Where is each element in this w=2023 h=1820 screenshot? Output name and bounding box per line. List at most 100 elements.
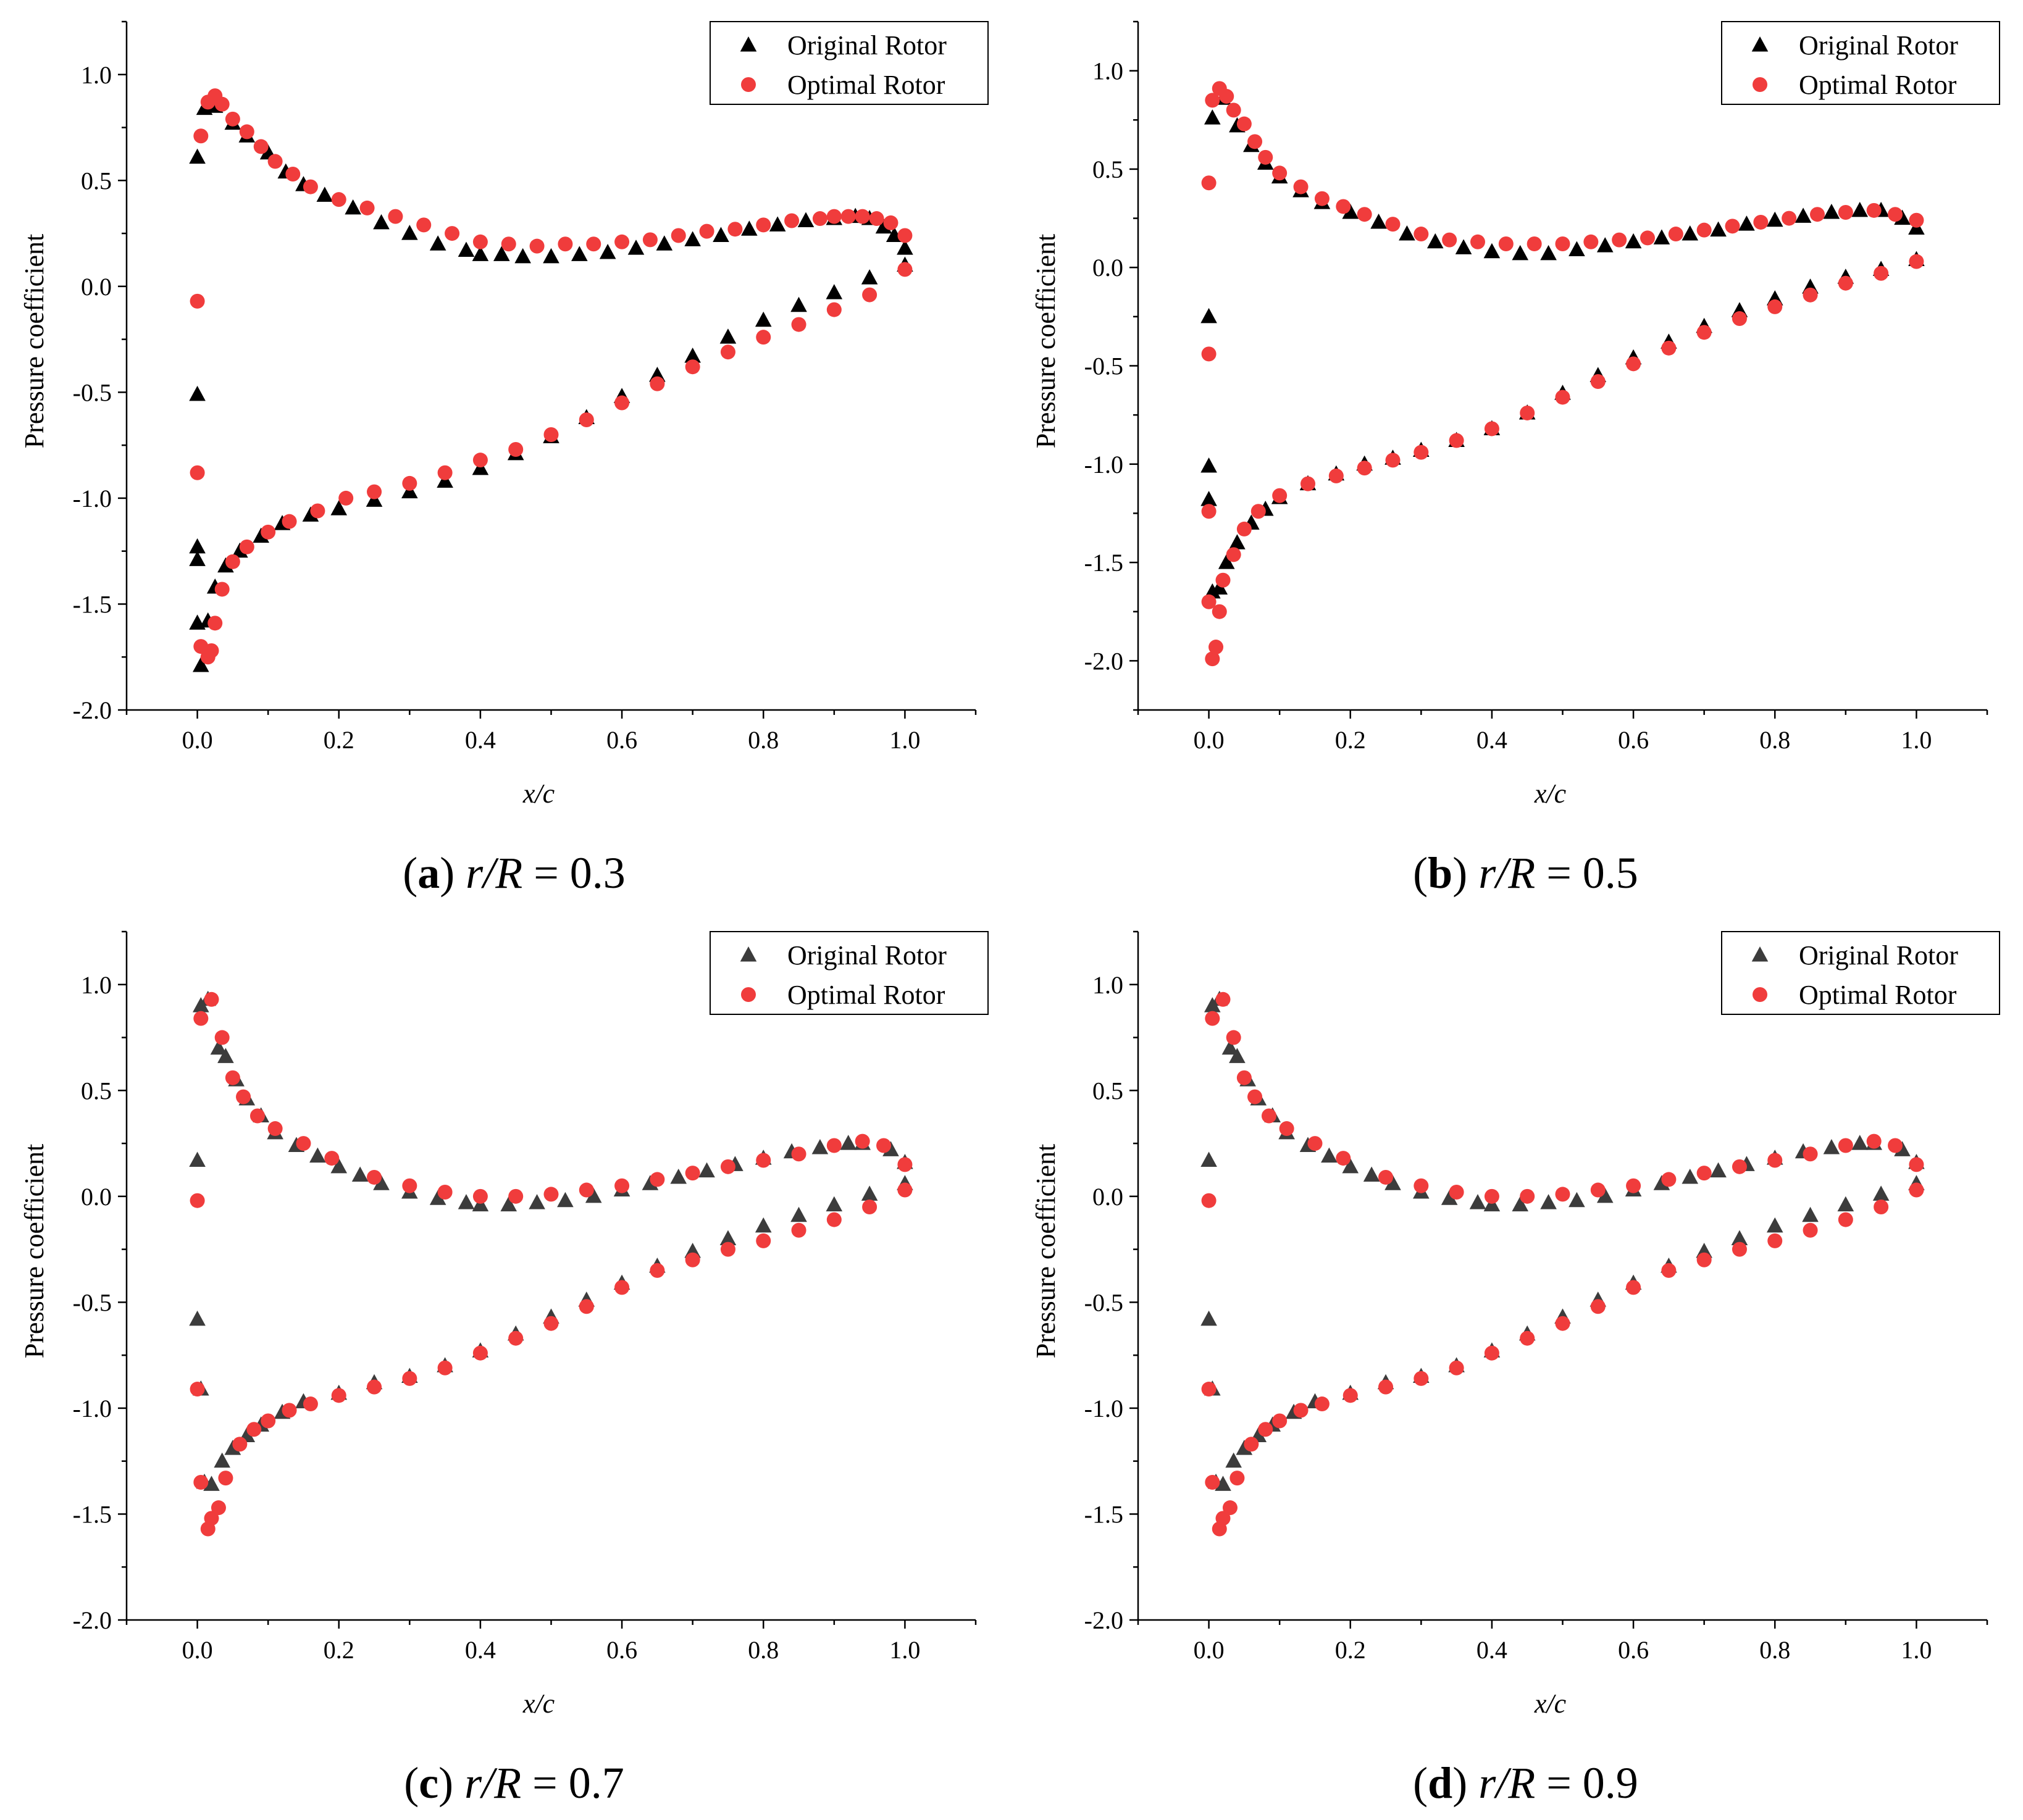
- data-point-optimal-lower: [1555, 1316, 1570, 1331]
- data-point-optimal-upper: [1247, 1089, 1263, 1104]
- data-point-optimal-upper: [1753, 214, 1769, 230]
- y-tick-label-b: 0.0: [1092, 254, 1123, 282]
- y-tick-label-c: 1.0: [81, 971, 112, 999]
- data-point-original-upper: [1512, 1196, 1529, 1212]
- data-point-optimal-lower: [214, 582, 230, 597]
- data-point-optimal-lower: [331, 1388, 346, 1403]
- series-triangle-a: [189, 98, 913, 672]
- data-point-optimal-lower: [1484, 421, 1499, 436]
- data-point-optimal-lower: [1555, 390, 1570, 405]
- y-tick-label-d: 0.0: [1092, 1183, 1123, 1211]
- data-point-optimal-lower: [543, 1316, 559, 1331]
- data-point-optimal-lower: [1328, 468, 1344, 483]
- data-point-original-upper: [1851, 1135, 1869, 1150]
- data-point-optimal-upper: [1527, 236, 1542, 251]
- data-point-optimal-upper: [897, 228, 913, 243]
- data-point-original-upper: [1370, 213, 1387, 229]
- data-point-optimal-upper: [579, 1182, 594, 1198]
- legend-box-c: [710, 931, 989, 1015]
- data-point-optimal-lower: [1803, 287, 1818, 303]
- data-point-optimal-upper: [756, 217, 771, 233]
- data-point-optimal-upper: [1314, 191, 1330, 206]
- data-point-optimal-upper: [1201, 175, 1217, 191]
- data-point-optimal-lower: [282, 1403, 297, 1418]
- data-point-original-upper: [1766, 211, 1783, 227]
- data-point-original-lower: [1229, 534, 1246, 549]
- x-tick-label-d: 0.0: [1194, 1636, 1225, 1664]
- x-tick-label-a: 1.0: [889, 726, 920, 754]
- data-point-optimal-lower: [1838, 275, 1853, 291]
- data-point-optimal-lower: [1272, 1413, 1288, 1429]
- data-point-optimal-upper: [437, 1184, 453, 1200]
- data-point-optimal-lower: [756, 330, 771, 345]
- data-point-original-lower: [826, 1196, 843, 1212]
- data-point-optimal-lower: [1590, 1299, 1606, 1314]
- y-tick-label-a: -2.0: [73, 696, 112, 724]
- y-axis-title-a: Pressure coefficient: [19, 234, 49, 448]
- data-point-original-upper: [1851, 201, 1869, 217]
- data-point-optimal-lower: [472, 1345, 488, 1361]
- data-point-original-lower: [1215, 1476, 1231, 1491]
- chart-panel-d: 0.0 0.2 0.4 0.6 0.8 1.0 -2.0 -1.5 -1.0 -0.5 0.0 0.5…: [1012, 910, 2023, 1820]
- data-point-optimal-upper: [388, 209, 403, 224]
- data-point-optimal-lower: [1520, 1330, 1535, 1346]
- x-axis-title-c: x/c: [522, 1689, 555, 1719]
- data-point-original-lower: [1872, 1185, 1890, 1201]
- data-point-optimal-upper: [1219, 89, 1234, 104]
- data-point-optimal-upper: [445, 226, 460, 241]
- data-point-optimal-lower: [1767, 299, 1783, 314]
- data-point-optimal-lower: [1803, 1222, 1818, 1238]
- data-point-optimal-lower: [282, 514, 297, 529]
- data-point-optimal-lower: [1314, 1396, 1330, 1412]
- data-point-optimal-upper: [1378, 1169, 1394, 1185]
- data-point-optimal-upper: [855, 1133, 870, 1149]
- legend-marker-original-b: [1751, 36, 1769, 52]
- data-point-optimal-lower: [1909, 1182, 1924, 1198]
- caption-c: (c) r/R = 0.7: [404, 1758, 624, 1808]
- chart-svg-a: 0.0 0.2 0.4 0.6 0.8 1.0 -2.0 -1.5 -1.0 -0.5 0.0 0.5…: [19, 20, 989, 898]
- x-tick-label-b: 0.4: [1476, 726, 1507, 754]
- data-point-original-lower: [1802, 1206, 1819, 1222]
- y-tick-label-d: 1.0: [1092, 971, 1123, 999]
- data-point-optimal-lower: [1626, 1280, 1641, 1295]
- data-point-original-lower: [1211, 579, 1228, 595]
- data-point-original-upper: [500, 1196, 517, 1212]
- data-point-optimal-lower: [1838, 1212, 1853, 1227]
- chart-svg-c: 0.0 0.2 0.4 0.6 0.8 1.0 -2.0 -1.5 -1.0 -0.5 0.0 0.5…: [19, 930, 989, 1808]
- data-point-optimal-upper: [650, 1172, 665, 1187]
- data-point-optimal-upper: [1470, 234, 1485, 249]
- data-point-optimal-lower: [1520, 405, 1535, 420]
- x-axis-title-b: x/c: [1534, 779, 1567, 809]
- y-tick-label-c: -2.0: [73, 1606, 112, 1634]
- data-point-optimal-upper: [1414, 1178, 1429, 1193]
- data-point-optimal-lower: [367, 1379, 382, 1395]
- data-point-optimal-lower: [1272, 488, 1288, 503]
- data-point-original-upper: [1682, 225, 1699, 241]
- data-point-optimal-lower: [1357, 461, 1372, 476]
- series-circle-c: [190, 991, 913, 1537]
- data-point-optimal-lower: [1484, 1345, 1499, 1361]
- data-point-optimal-upper: [1484, 1188, 1499, 1204]
- data-point-optimal-upper: [840, 209, 856, 224]
- series-circle-a: [190, 88, 913, 665]
- data-point-optimal-upper: [1590, 1182, 1606, 1198]
- data-point-optimal-upper: [1226, 1030, 1241, 1045]
- data-point-optimal-upper: [225, 111, 240, 127]
- x-tick-label-b: 0.8: [1759, 726, 1790, 754]
- data-point-original-upper: [1204, 109, 1221, 125]
- data-point-optimal-upper: [1226, 102, 1241, 118]
- data-point-original-upper: [1625, 233, 1642, 249]
- data-point-original-upper: [670, 1168, 687, 1184]
- data-point-original-lower: [1731, 1230, 1748, 1245]
- chart-panel-c: 0.0 0.2 0.4 0.6 0.8 1.0 -2.0 -1.5 -1.0 -0.5 0.0 0.5…: [0, 910, 1012, 1820]
- data-point-optimal-upper: [267, 154, 283, 169]
- data-point-optimal-lower: [650, 1263, 665, 1278]
- data-point-optimal-upper: [791, 1146, 806, 1162]
- data-point-optimal-lower: [1222, 1500, 1238, 1516]
- data-point-optimal-upper: [1640, 230, 1655, 246]
- data-point-optimal-upper: [543, 1187, 559, 1202]
- data-point-optimal-lower: [1300, 476, 1315, 491]
- y-tick-label-a: 0.5: [81, 167, 112, 194]
- data-point-optimal-lower: [720, 344, 735, 360]
- data-point-optimal-lower: [1212, 604, 1227, 619]
